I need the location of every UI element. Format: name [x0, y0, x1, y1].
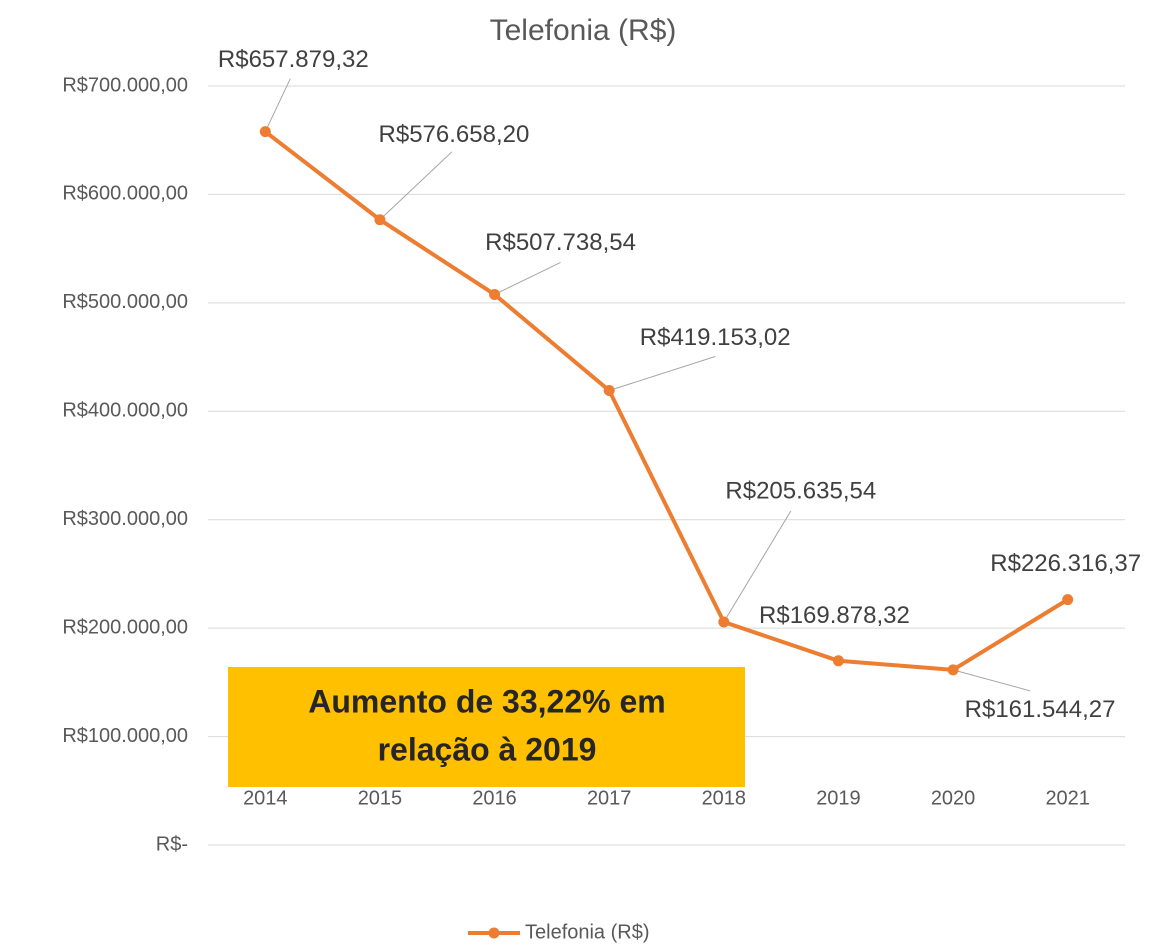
annotation-text: Aumento de 33,22% em: [308, 683, 665, 719]
y-tick-label: R$700.000,00: [62, 74, 188, 96]
x-tick-label: 2014: [243, 787, 288, 809]
data-label: R$161.544,27: [965, 696, 1116, 723]
leader-line: [609, 356, 716, 391]
data-label: R$576.658,20: [379, 121, 530, 148]
data-label: R$657.879,32: [218, 46, 369, 73]
x-tick-label: 2015: [358, 787, 403, 809]
annotation-text: relação à 2019: [378, 731, 597, 767]
annotation-box: [228, 667, 745, 787]
leader-line: [379, 151, 453, 221]
leader-line: [952, 669, 1031, 692]
legend-label: Telefonia (R$): [525, 921, 650, 943]
y-tick-label: R$500.000,00: [62, 291, 188, 313]
x-tick-label: 2019: [816, 787, 861, 809]
y-tick-label: R$100.000,00: [62, 725, 188, 747]
x-tick-label: 2020: [931, 787, 976, 809]
x-tick-label: 2016: [472, 787, 517, 809]
data-label: R$226.316,37: [990, 550, 1141, 577]
point: [947, 664, 959, 676]
point: [1062, 594, 1074, 606]
leader-line: [494, 262, 561, 295]
x-tick-label: 2021: [1045, 787, 1090, 809]
chart-title: Telefonia (R$): [490, 14, 677, 47]
point: [603, 385, 615, 397]
point: [489, 288, 501, 300]
data-label: R$507.738,54: [485, 229, 636, 256]
leader-line: [723, 510, 792, 623]
y-tick-label: R$400.000,00: [62, 400, 188, 422]
leader-line: [264, 78, 291, 132]
y-tick-label: R$200.000,00: [62, 616, 188, 638]
x-tick-label: 2017: [587, 787, 632, 809]
y-tick-label: R$600.000,00: [62, 183, 188, 205]
point: [259, 126, 271, 138]
point: [832, 655, 844, 667]
point: [374, 214, 386, 226]
line: [264, 130, 1069, 672]
data-label: R$205.635,54: [725, 477, 876, 504]
y-tick-label: R$300.000,00: [62, 508, 188, 530]
data-label: R$419.153,02: [640, 324, 791, 351]
legend-marker: [488, 927, 500, 939]
point: [718, 616, 730, 628]
y-tick-label: R$-: [156, 833, 188, 855]
x-tick-label: 2018: [702, 787, 747, 809]
data-label: R$169.878,32: [759, 602, 910, 629]
